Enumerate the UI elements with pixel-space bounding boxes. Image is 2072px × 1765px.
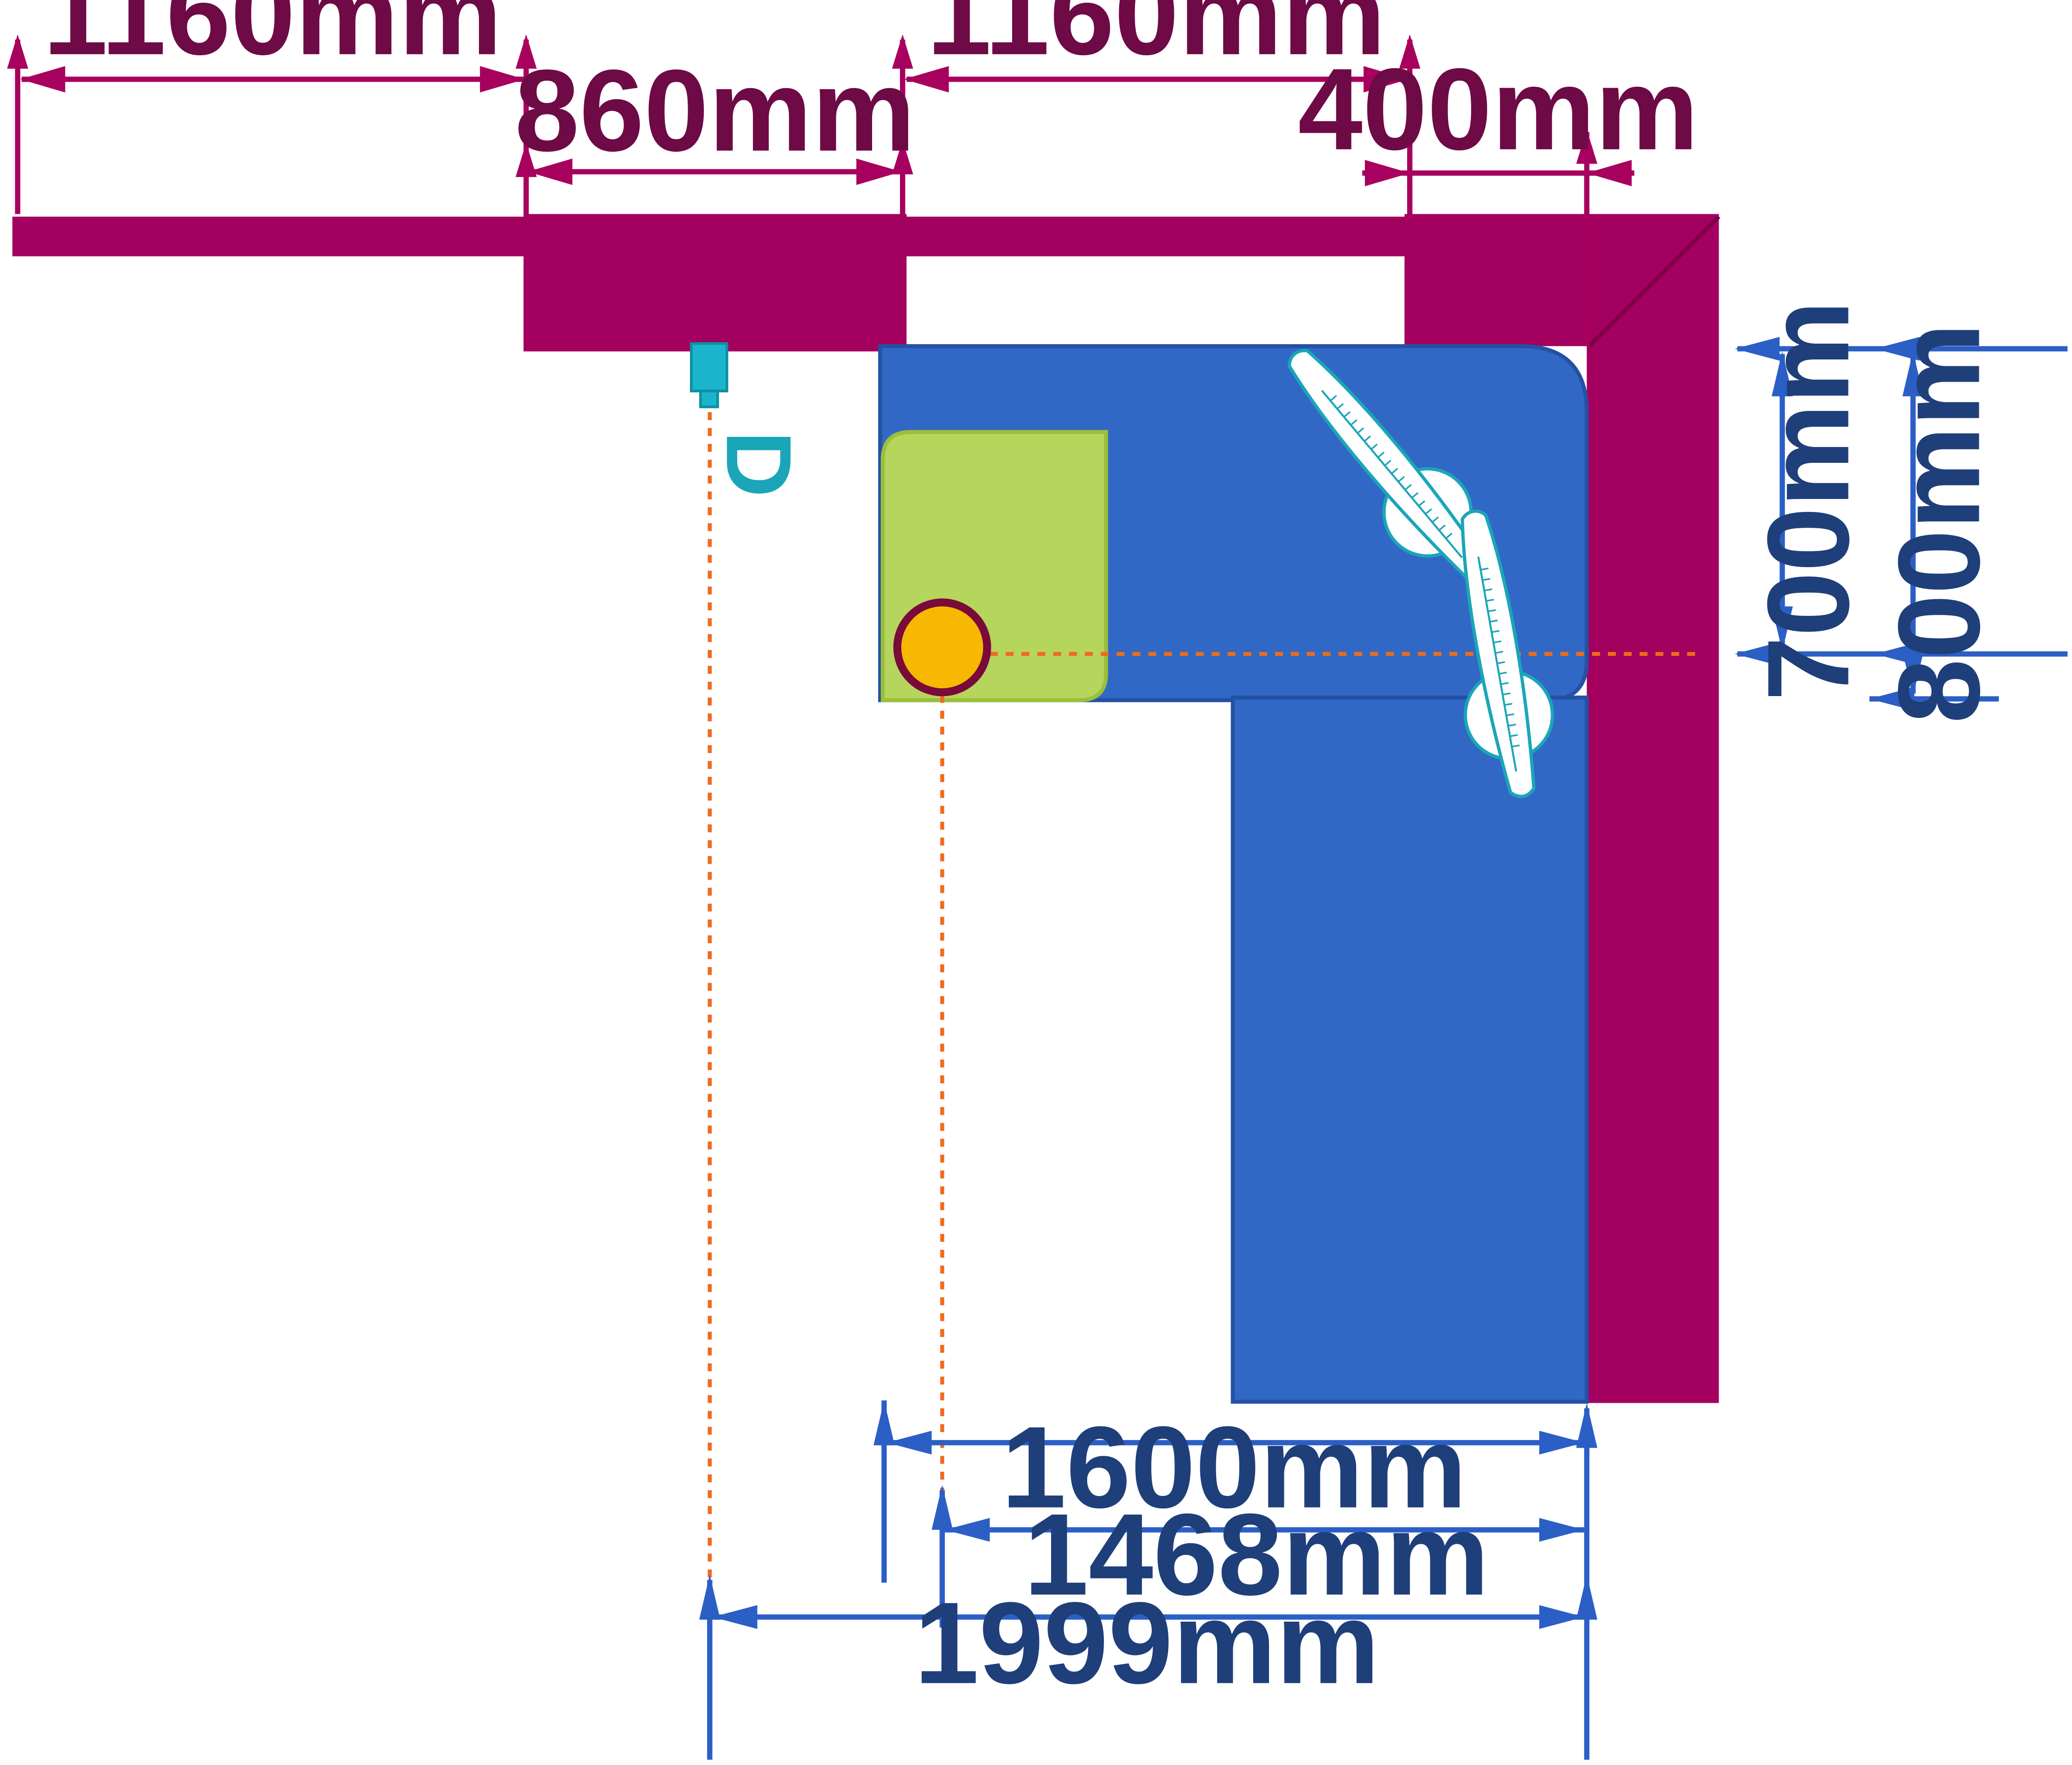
dimension-label-700: 700mm [1744, 301, 1874, 701]
dimension-label-top-left: 1160mm [43, 0, 502, 79]
bottom-dimension-arrows [699, 1400, 1598, 1629]
side-dimension-arrows [1734, 337, 1924, 711]
wall-segment-middle [900, 217, 1415, 256]
tap-icon [690, 342, 728, 409]
dimension-label-800: 800mm [1874, 323, 2004, 723]
tap-label: D [707, 431, 810, 498]
wall-segment-window [523, 214, 907, 352]
dimension-label-1600: 1600mm [1001, 1402, 1467, 1532]
wall-dimension-arrows [7, 34, 1632, 186]
dimension-label-1468: 1468mm [1024, 1490, 1490, 1620]
dimension-label-top-middle: 1160mm [927, 0, 1386, 79]
guide-lines [708, 412, 1699, 1579]
sink-icon [893, 598, 991, 697]
wall-segment-left [12, 217, 530, 256]
wall-corner-edge [1588, 215, 1721, 348]
dimension-label-corner: 400mm [1298, 45, 1699, 174]
walls [12, 214, 1721, 1403]
wall-corner [1404, 214, 1719, 1403]
bench-side-run [1230, 695, 1589, 1404]
dimension-label-window: 860mm [515, 46, 915, 176]
benchtops [878, 344, 1589, 1404]
dimension-label-1999: 1999mm [914, 1578, 1380, 1708]
